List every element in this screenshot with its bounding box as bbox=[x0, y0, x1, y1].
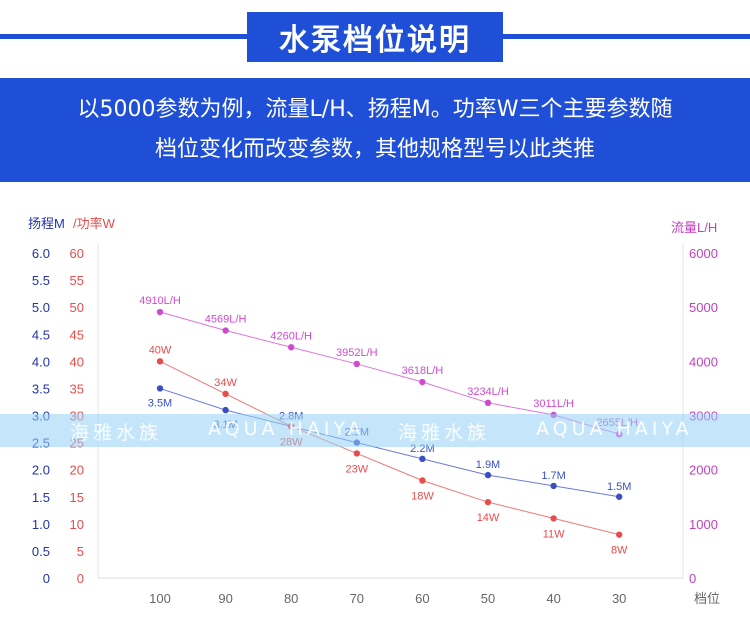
watermark-band bbox=[0, 414, 750, 447]
data-point-power bbox=[550, 515, 557, 522]
y-tick-head: 2.0 bbox=[32, 463, 50, 478]
y-tick-head: 3.5 bbox=[32, 381, 50, 396]
y-tick-power: 40 bbox=[70, 354, 84, 369]
data-point-head bbox=[222, 406, 229, 414]
data-point-right bbox=[222, 327, 229, 334]
y-tick-head: 5.0 bbox=[32, 300, 50, 315]
y-tick-head: 1.5 bbox=[32, 490, 50, 505]
data-point-head bbox=[616, 493, 623, 500]
y-tick-power: 10 bbox=[70, 517, 84, 532]
data-point-power bbox=[419, 477, 426, 484]
page-title: 水泵档位说明 bbox=[247, 12, 503, 62]
y-tick-head: 0 bbox=[43, 571, 50, 586]
data-label-head: 1.5M bbox=[607, 481, 631, 493]
y-axis-title-power: /功率W bbox=[73, 216, 116, 231]
y-tick-head: 0.5 bbox=[32, 544, 50, 559]
watermark-text: AQUA HAIYA bbox=[208, 418, 365, 440]
data-label-head: 3.5M bbox=[148, 397, 172, 409]
data-point-power bbox=[353, 450, 360, 457]
data-label-right: 3618L/H bbox=[402, 365, 444, 377]
data-label-head: 1.9M bbox=[476, 459, 500, 471]
y-tick-flow: 6000 bbox=[689, 246, 718, 261]
y-tick-flow: 0 bbox=[689, 571, 696, 586]
data-label-power: 34W bbox=[214, 377, 237, 389]
data-label-head: 1.7M bbox=[541, 470, 565, 482]
data-point-head bbox=[156, 385, 164, 392]
x-tick-label: 40 bbox=[546, 591, 560, 606]
data-point-right bbox=[288, 344, 295, 351]
y-tick-head: 4.5 bbox=[32, 327, 50, 342]
series-line-head bbox=[159, 387, 620, 498]
data-point-right bbox=[353, 360, 360, 368]
data-label-right: 4910L/H bbox=[139, 295, 181, 307]
y-tick-flow: 2000 bbox=[689, 463, 718, 478]
watermark-text: 海雅水族 bbox=[70, 422, 163, 444]
y-tick-head: 6.0 bbox=[32, 246, 50, 261]
data-point-power bbox=[156, 358, 164, 365]
data-point-right bbox=[419, 378, 426, 386]
description-line-2: 档位变化而改变参数，其他规格型号以此类推 bbox=[154, 137, 595, 162]
x-tick-label: 100 bbox=[149, 591, 171, 606]
data-label-power: 8W bbox=[611, 545, 628, 557]
data-label-power: 23W bbox=[345, 463, 368, 475]
y-tick-power: 15 bbox=[70, 490, 84, 505]
watermark-text: 海雅水族 bbox=[398, 422, 491, 444]
y-tick-power: 60 bbox=[70, 246, 84, 261]
data-point-power bbox=[616, 531, 623, 538]
y-axis-title-head: 扬程M bbox=[28, 216, 65, 231]
y-tick-power: 45 bbox=[70, 327, 84, 342]
y-tick-head: 5.5 bbox=[32, 273, 50, 288]
data-point-right bbox=[484, 399, 492, 407]
watermark-text: AQUA HAIYA bbox=[536, 418, 693, 440]
x-axis-title: 档位 bbox=[694, 591, 720, 606]
x-tick-label: 30 bbox=[612, 591, 626, 606]
y-tick-power: 35 bbox=[70, 381, 84, 396]
data-point-right bbox=[156, 308, 164, 316]
x-tick-label: 50 bbox=[481, 591, 495, 606]
y-tick-power: 5 bbox=[77, 544, 84, 559]
data-label-right: 3952L/H bbox=[336, 347, 378, 359]
y-tick-power: 55 bbox=[70, 273, 84, 288]
data-label-power: 18W bbox=[411, 491, 434, 503]
y-tick-power: 20 bbox=[70, 463, 84, 478]
y-tick-flow: 4000 bbox=[689, 354, 718, 369]
data-point-power bbox=[484, 498, 492, 506]
y-tick-flow: 1000 bbox=[689, 517, 718, 532]
data-point-power bbox=[222, 390, 229, 398]
series-line-right bbox=[159, 311, 620, 435]
x-tick-label: 70 bbox=[350, 591, 364, 606]
y-tick-head: 4.0 bbox=[32, 354, 50, 369]
data-label-power: 40W bbox=[149, 344, 172, 356]
y-tick-head: 1.0 bbox=[32, 517, 50, 532]
y-axis-title-flow: 流量L/H bbox=[671, 220, 717, 235]
data-label-power: 14W bbox=[477, 512, 500, 524]
data-label-power: 11W bbox=[543, 528, 565, 540]
data-point-head bbox=[550, 482, 557, 490]
y-tick-power: 50 bbox=[70, 300, 84, 315]
data-label-right: 4260L/H bbox=[270, 330, 312, 342]
y-tick-power: 0 bbox=[77, 571, 84, 586]
data-point-head bbox=[419, 455, 426, 463]
data-label-right: 4569L/H bbox=[205, 314, 247, 326]
data-label-right: 3011L/H bbox=[533, 398, 574, 410]
x-tick-label: 80 bbox=[284, 591, 298, 606]
y-tick-flow: 5000 bbox=[689, 300, 718, 315]
x-tick-label: 60 bbox=[415, 591, 429, 606]
data-label-right: 3234L/H bbox=[467, 386, 509, 398]
series-line-power bbox=[159, 360, 620, 536]
description-banner: 以5000参数为例，流量L/H、扬程M。功率W三个主要参数随 档位变化而改变参数… bbox=[0, 78, 750, 182]
data-point-head bbox=[484, 471, 492, 479]
x-tick-label: 90 bbox=[218, 591, 232, 606]
description-line-1: 以5000参数为例，流量L/H、扬程M。功率W三个主要参数随 bbox=[77, 97, 673, 122]
